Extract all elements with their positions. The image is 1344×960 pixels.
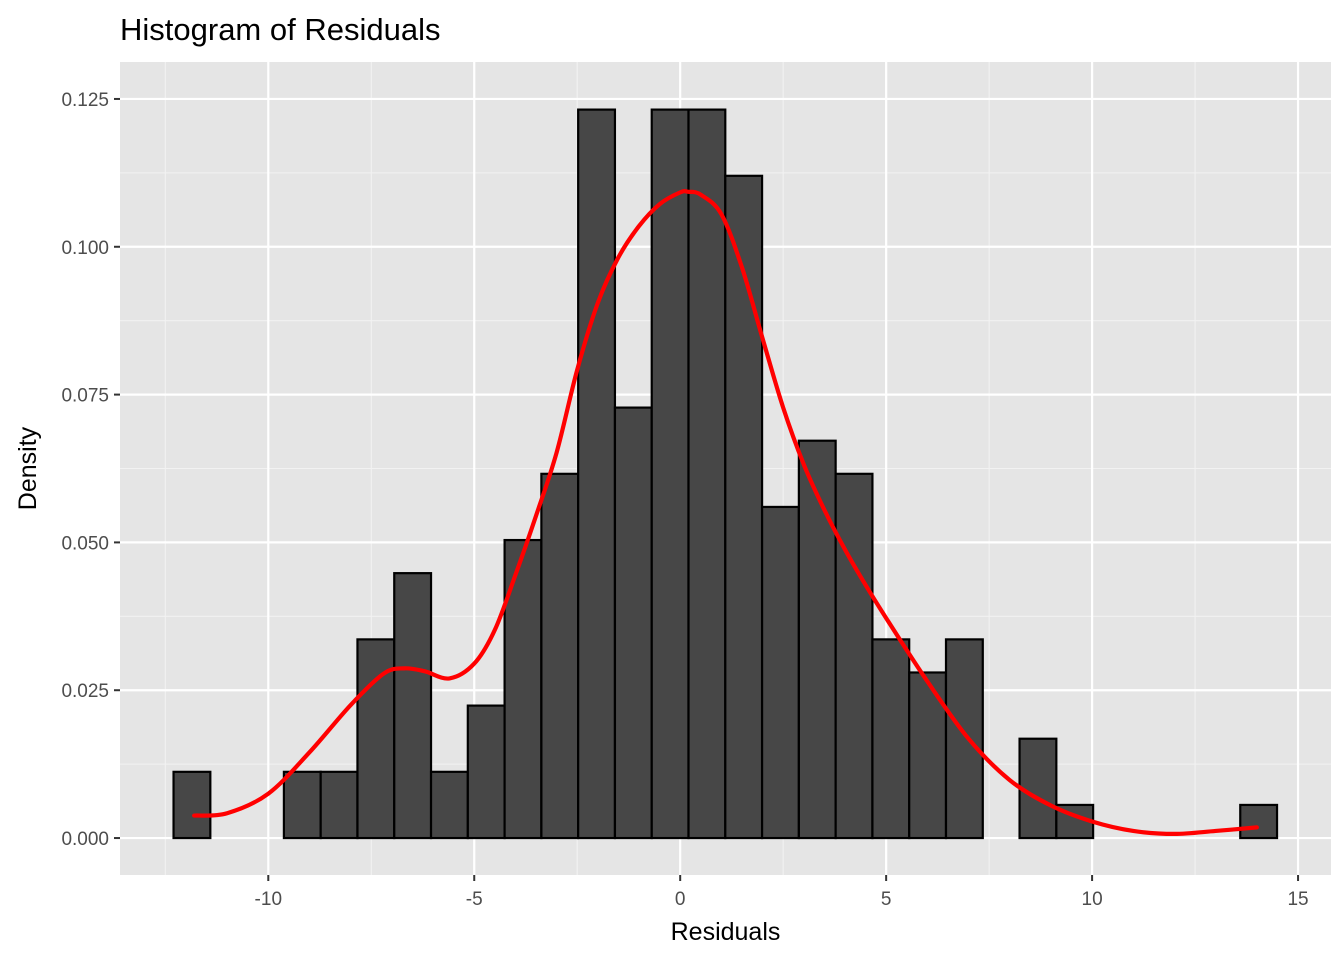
x-tick-label: -10 <box>255 889 282 910</box>
y-axis: 0.000 0.025 0.050 0.075 0.100 0.125 <box>61 90 120 850</box>
y-tick-label: 0.025 <box>61 681 109 702</box>
histogram-bar <box>282 770 322 840</box>
chart-title: Histogram of Residuals <box>120 12 440 47</box>
density-curve <box>192 189 1259 837</box>
histogram-bar <box>466 704 506 840</box>
y-tick-label: 0.100 <box>61 238 109 259</box>
y-tick-label: 0.075 <box>61 386 109 407</box>
x-axis: -10 -5 0 5 10 15 <box>255 875 1309 910</box>
histogram-bar <box>429 770 469 840</box>
histogram-bar <box>797 439 837 840</box>
histogram-bar <box>577 108 617 840</box>
histogram-bar <box>650 108 690 840</box>
y-tick-label: 0.050 <box>61 533 109 554</box>
x-tick-label: 5 <box>881 889 892 910</box>
y-tick-label: 0.125 <box>61 90 109 111</box>
histogram-bar <box>687 108 727 840</box>
x-tick-label: -5 <box>466 889 483 910</box>
histogram-bar <box>540 472 580 840</box>
x-tick-label: 0 <box>675 889 686 910</box>
histogram-bar <box>724 174 764 840</box>
histogram-bar <box>760 505 800 840</box>
y-tick-label: 0.000 <box>61 829 109 850</box>
histogram-bar <box>613 406 653 840</box>
histogram-bar <box>834 472 874 840</box>
histogram-bar <box>319 770 359 840</box>
x-tick-label: 10 <box>1082 889 1103 910</box>
x-axis-title: Residuals <box>671 918 781 946</box>
histogram-bar <box>393 572 433 840</box>
histogram-bar <box>944 638 984 840</box>
histogram-bar <box>871 638 911 840</box>
x-tick-label: 15 <box>1287 889 1308 910</box>
histogram-bar <box>172 770 212 840</box>
histogram-bar <box>1239 803 1279 840</box>
histogram-bar <box>1018 737 1058 840</box>
y-axis-title: Density <box>14 426 42 510</box>
